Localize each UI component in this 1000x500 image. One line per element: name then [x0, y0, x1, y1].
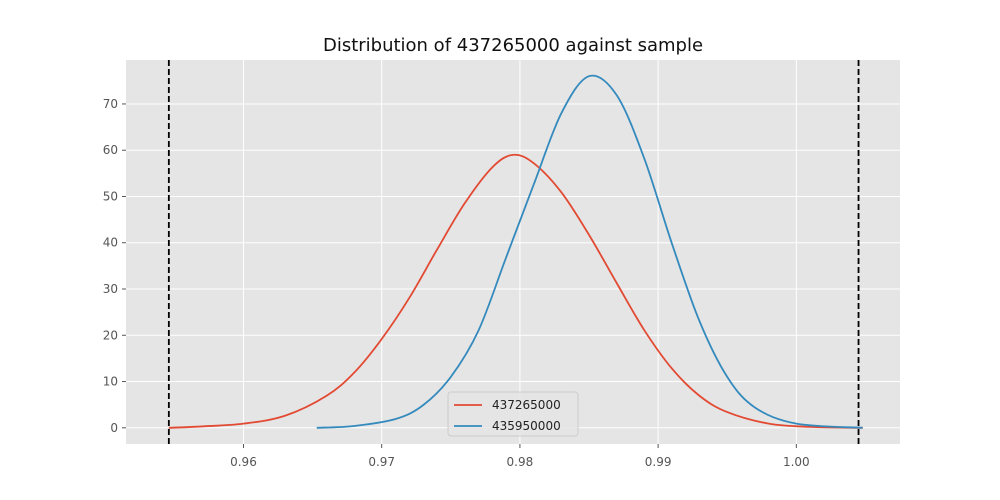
y-axis-ticks: 0 10 20 30 40 50 60 70: [103, 97, 126, 435]
x-tick-label: 0.96: [230, 455, 257, 469]
y-tick-label: 0: [110, 421, 118, 435]
series-line-435950000: [316, 74, 863, 429]
x-tick-label: 1.00: [783, 455, 810, 469]
y-tick-label: 50: [103, 189, 118, 203]
chart-title: Distribution of 437265000 against sample: [323, 35, 703, 56]
x-tick-label: 0.97: [368, 455, 395, 469]
y-tick-label: 20: [103, 328, 118, 342]
x-tick-label: 0.99: [645, 455, 672, 469]
legend-label: 437265000: [492, 398, 561, 412]
y-tick-label: 30: [103, 282, 118, 296]
y-tick-label: 40: [103, 236, 118, 250]
y-tick-label: 10: [103, 375, 118, 389]
legend-box: [447, 391, 579, 437]
y-tick-label: 60: [103, 143, 118, 157]
plot-area: [126, 60, 900, 444]
x-axis-ticks: 0.96 0.97 0.98 0.99 1.00: [230, 444, 810, 469]
y-tick-label: 70: [103, 97, 118, 111]
x-tick-label: 0.98: [507, 455, 534, 469]
series-lines: [168, 74, 863, 429]
series-line-437265000: [168, 153, 863, 429]
grid-lines: [126, 60, 900, 444]
legend-label: 435950000: [492, 419, 561, 433]
legend: 437265000 435950000: [447, 391, 579, 437]
reference-lines: [167, 60, 860, 444]
